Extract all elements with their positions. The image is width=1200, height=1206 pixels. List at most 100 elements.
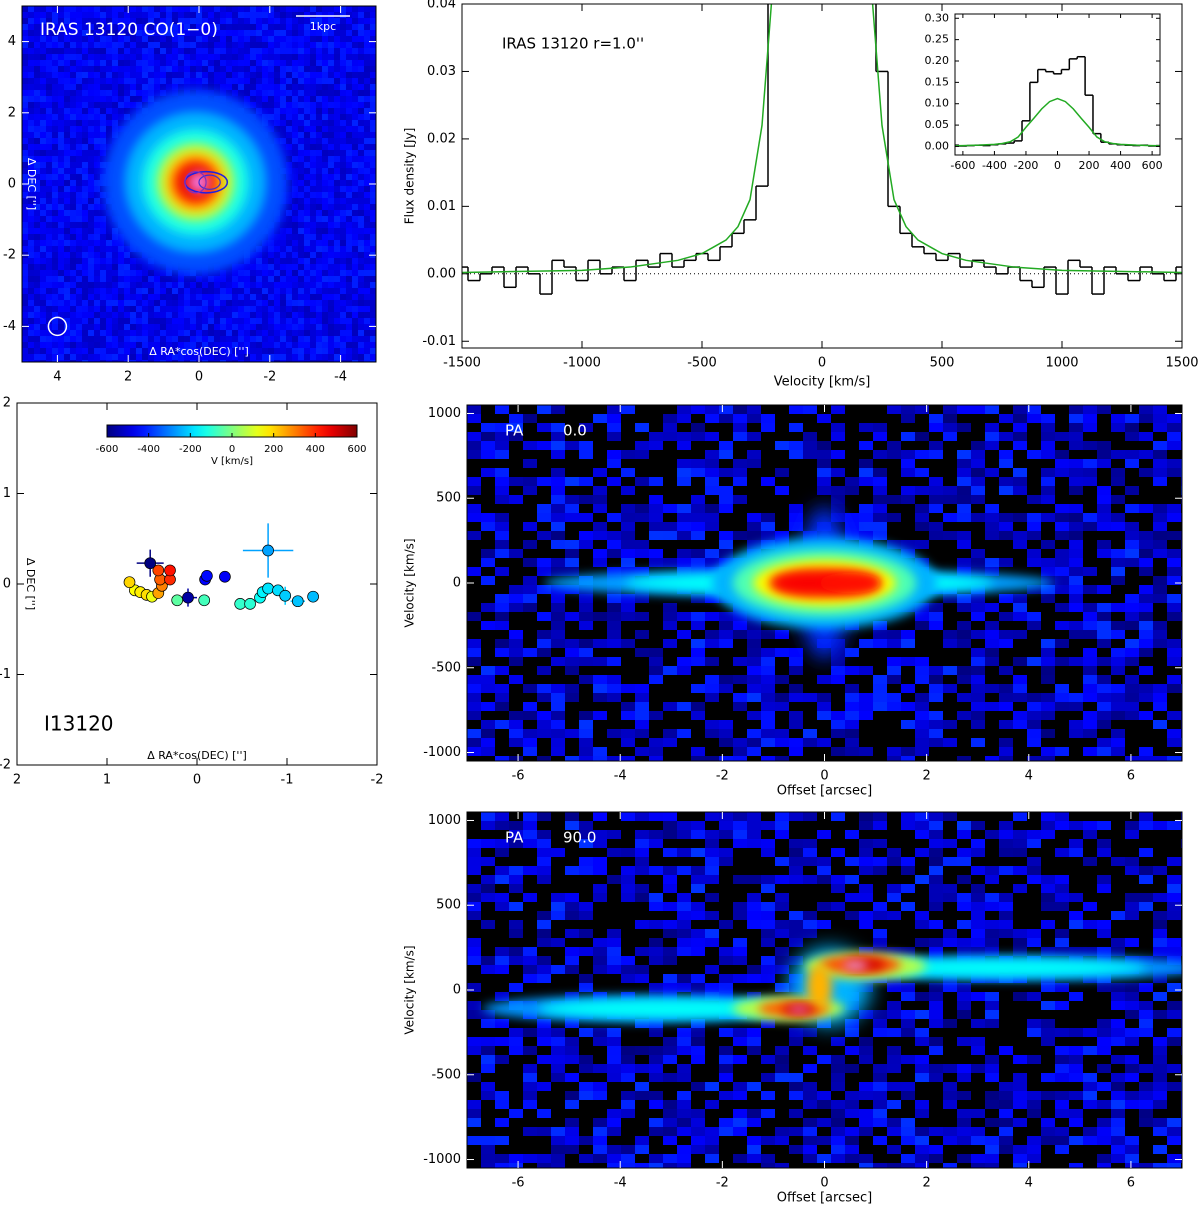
noise [334, 42, 340, 48]
noise [274, 270, 280, 276]
noise [256, 288, 262, 294]
noise [565, 495, 579, 504]
noise [52, 102, 58, 108]
noise [292, 12, 298, 18]
noise [292, 216, 298, 222]
noise [310, 6, 316, 12]
noise [859, 693, 873, 702]
noise [40, 102, 46, 108]
noise [340, 6, 346, 12]
noise [28, 108, 34, 114]
noise [106, 240, 112, 246]
noise [256, 48, 262, 54]
noise [370, 84, 376, 90]
noise [316, 6, 322, 12]
noise [677, 477, 691, 486]
noise [280, 270, 286, 276]
noise [190, 18, 196, 24]
noise [232, 306, 238, 312]
noise [286, 294, 292, 300]
noise [70, 18, 76, 24]
noise [130, 252, 136, 258]
noise [214, 24, 220, 30]
noise [94, 24, 100, 30]
noise [22, 354, 28, 360]
noise [34, 144, 40, 150]
noise [358, 258, 364, 264]
noise [334, 348, 340, 354]
noise [985, 558, 999, 567]
noise [316, 324, 322, 330]
noise [929, 450, 943, 459]
noise [579, 648, 593, 657]
noise [76, 102, 82, 108]
noise [957, 459, 971, 468]
noise [1097, 684, 1111, 693]
noise [481, 432, 495, 441]
noise [22, 42, 28, 48]
noise [340, 60, 346, 66]
noise [22, 216, 28, 222]
noise [971, 468, 985, 477]
noise [352, 36, 358, 42]
noise [268, 324, 274, 330]
noise [298, 234, 304, 240]
noise [1069, 414, 1083, 423]
noise [28, 156, 34, 162]
noise [166, 78, 172, 84]
noise [943, 630, 957, 639]
noise [76, 354, 82, 360]
noise [82, 180, 88, 186]
noise [304, 282, 310, 288]
noise [100, 18, 106, 24]
noise [184, 318, 190, 324]
noise [370, 24, 376, 30]
noise [82, 42, 88, 48]
noise [88, 96, 94, 102]
noise [1027, 450, 1041, 459]
noise [238, 354, 244, 360]
noise [112, 30, 118, 36]
noise [901, 495, 915, 504]
noise [28, 204, 34, 210]
noise [286, 252, 292, 258]
noise [1069, 513, 1083, 522]
y-tick-label: 0.10 [925, 97, 950, 110]
noise [328, 48, 334, 54]
noise [358, 294, 364, 300]
noise [28, 114, 34, 120]
noise [364, 78, 370, 84]
noise [1027, 612, 1041, 621]
noise [999, 414, 1013, 423]
noise [268, 300, 274, 306]
noise [292, 222, 298, 228]
noise [1111, 603, 1125, 612]
noise [358, 342, 364, 348]
noise [46, 30, 52, 36]
noise [663, 621, 677, 630]
noise [58, 264, 64, 270]
noise [999, 486, 1013, 495]
noise [244, 12, 250, 18]
noise [733, 495, 747, 504]
noise [957, 558, 971, 567]
noise [370, 96, 376, 102]
y-tick-label: 0.30 [925, 11, 950, 24]
noise [64, 336, 70, 342]
noise [52, 258, 58, 264]
noise [999, 477, 1013, 486]
noise [88, 300, 94, 306]
noise [1069, 459, 1083, 468]
noise [190, 36, 196, 42]
noise [232, 66, 238, 72]
noise [226, 72, 232, 78]
noise [82, 318, 88, 324]
noise [100, 72, 106, 78]
noise [1041, 666, 1055, 675]
noise [929, 486, 943, 495]
noise [154, 342, 160, 348]
noise [208, 42, 214, 48]
noise [58, 78, 64, 84]
noise [370, 42, 376, 48]
noise [82, 84, 88, 90]
